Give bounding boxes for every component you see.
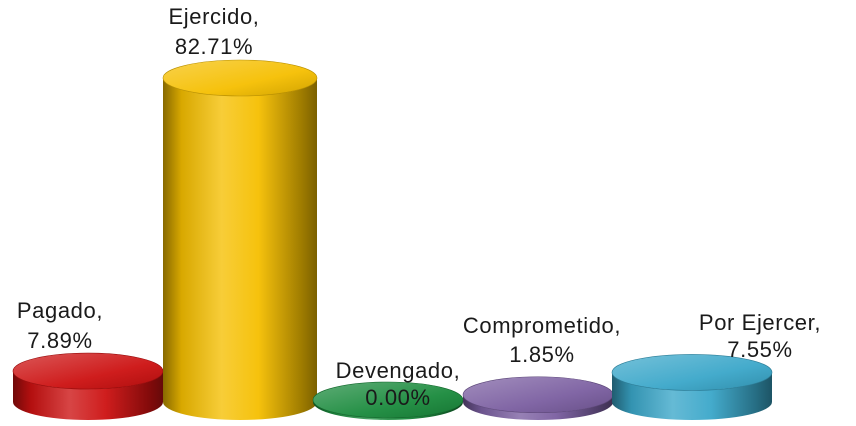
- bar-top-ejercido: [162, 59, 318, 97]
- data-label-value-comprometido: 1.85%: [509, 342, 574, 367]
- bar-side-pagado: [13, 371, 163, 420]
- data-label-value-pagado: 7.89%: [27, 328, 92, 353]
- data-label-name-pagado: Pagado,: [17, 298, 103, 323]
- bar-pagado: [12, 352, 164, 420]
- bar-top-pagado: [12, 352, 164, 390]
- data-label-value-devengado: 0.00%: [365, 385, 430, 410]
- bar-side-por-ejercer: [612, 372, 772, 420]
- data-label-name-comprometido: Comprometido,: [463, 313, 621, 338]
- bar-top-comprometido: [462, 376, 614, 414]
- data-label-name-ejercido: Ejercido,: [169, 4, 260, 29]
- data-label-name-por-ejercer: Por Ejercer,: [699, 310, 821, 335]
- data-label-name-devengado: Devengado,: [336, 358, 461, 383]
- bar-ejercido: [162, 59, 318, 420]
- bar-side-comprometido: [463, 394, 613, 420]
- bar-comprometido: [462, 376, 614, 420]
- data-label-value-por-ejercer: 7.55%: [727, 337, 792, 362]
- bar-side-ejercido: [163, 78, 317, 420]
- data-label-value-ejercido: 82.71%: [175, 34, 253, 59]
- bar-top-por-ejercer: [611, 354, 773, 391]
- bar-por-ejercer: [611, 354, 773, 420]
